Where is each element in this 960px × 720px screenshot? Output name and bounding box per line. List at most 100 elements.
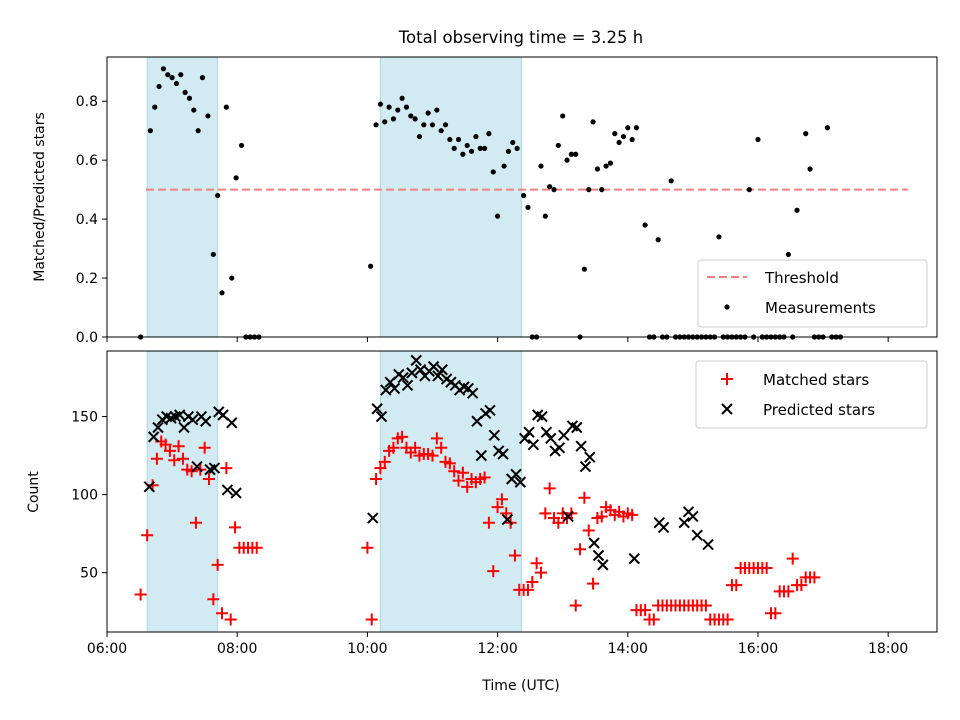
- top-y-tick-label: 0.6: [76, 153, 98, 169]
- top-frame: [106, 56, 938, 338]
- matched-star-point: [168, 454, 181, 467]
- measurement-point: [386, 104, 392, 110]
- top-axes: 0.0 0.2 0.4 0.6 0.8: [76, 56, 938, 346]
- matched-star-point: [552, 516, 565, 529]
- measurement-point: [408, 113, 414, 119]
- measurement-point: [156, 83, 162, 90]
- matched-star-point: [185, 465, 198, 478]
- measurement-point: [794, 207, 800, 213]
- bottom-y-tick-label: 150: [71, 410, 98, 426]
- predicted-star-point: [375, 410, 388, 423]
- predicted-star-point: [484, 404, 496, 417]
- matched-star-point: [211, 558, 224, 571]
- measurement-point: [210, 251, 216, 258]
- measurement-point: [525, 204, 531, 210]
- bottom-shaded-intervals: [146, 350, 522, 633]
- predicted-star-point: [143, 481, 156, 493]
- measurement-point: [521, 192, 527, 199]
- predicted-star-point: [173, 409, 186, 421]
- measurement-point: [147, 128, 153, 134]
- predicted-star-point: [380, 384, 392, 396]
- predicted-star-point: [191, 460, 203, 473]
- bottom-legend: Matched stars Predicted stars: [695, 360, 928, 429]
- predicted-star-point: [579, 460, 592, 473]
- matched-star-point: [626, 508, 639, 521]
- bottom-x-tick-label: 12:00: [477, 641, 517, 657]
- matched-star-point: [141, 529, 154, 542]
- matched-star-point: [482, 516, 495, 529]
- matched-star-point: [760, 561, 773, 574]
- predicted-star-point: [501, 513, 514, 526]
- matched-star-point: [172, 440, 185, 453]
- matched-star-point: [189, 516, 202, 529]
- measurement-point: [199, 75, 206, 81]
- predicted-star-point: [466, 387, 479, 399]
- predicted-star-point: [230, 487, 242, 499]
- predicted-star-point: [208, 462, 221, 474]
- matched-star-point: [207, 593, 220, 606]
- predicted-star-point: [147, 431, 160, 443]
- measurement-point: [416, 133, 423, 140]
- bottom-x-tick-label: 10:00: [347, 641, 387, 657]
- matched-star-point: [595, 510, 608, 523]
- predicted-star-point: [401, 379, 414, 392]
- measurement-point: [560, 113, 566, 119]
- legend-measurements-swatch: [724, 304, 730, 310]
- legend-threshold-label: Threshold: [764, 269, 839, 287]
- measurement-point: [573, 151, 579, 157]
- bottom-y-axis-label: Count: [26, 471, 42, 513]
- top-y-tick-label: 0.4: [76, 212, 98, 228]
- predicted-star-point: [367, 512, 379, 524]
- matched-star-point: [220, 462, 233, 475]
- predicted-star-point: [200, 415, 212, 427]
- measurement-point: [468, 148, 475, 154]
- measurement-point: [403, 104, 410, 110]
- predicted-star-point: [410, 354, 422, 367]
- predicted-star-point: [545, 432, 557, 445]
- measurement-point: [412, 116, 418, 122]
- bottom-legend-box: [695, 360, 928, 429]
- measurement-point: [447, 136, 453, 143]
- matched-star-point: [487, 565, 500, 578]
- matched-star-point: [721, 613, 734, 626]
- measurement-point: [629, 136, 635, 143]
- matched-star-point: [426, 449, 439, 462]
- matched-star-point: [224, 613, 237, 626]
- matched-star-point: [647, 613, 660, 626]
- matched-star-point: [250, 541, 263, 554]
- measurement-point: [551, 187, 557, 193]
- measurement-point: [233, 175, 239, 181]
- predicted-star-point: [592, 549, 605, 562]
- predicted-star-point: [187, 413, 199, 426]
- measurement-point: [620, 133, 627, 140]
- predicted-star-point: [371, 403, 383, 415]
- matched-star-point: [543, 482, 556, 495]
- matched-star-point: [539, 507, 552, 520]
- matched-star-point: [582, 524, 595, 537]
- matched-star-point: [387, 441, 400, 454]
- measurement-point: [464, 142, 470, 149]
- measurement-point: [642, 222, 648, 228]
- predicted-star-point: [432, 370, 444, 382]
- bottom-y-tick-label: 100: [71, 488, 98, 504]
- matched-star-point: [508, 549, 521, 562]
- count-series: [134, 354, 821, 626]
- legend-predicted-swatch: [721, 403, 733, 415]
- matched-star-point: [365, 613, 378, 626]
- measurement-point: [568, 151, 574, 157]
- measurement-point: [395, 107, 401, 113]
- top-y-tick-label: 0.0: [76, 330, 98, 346]
- matched-star-point: [587, 577, 600, 590]
- predicted-star-point: [488, 429, 501, 442]
- matched-star-point: [176, 452, 189, 465]
- predicted-star-point: [497, 448, 509, 460]
- measurement-point: [755, 136, 761, 143]
- matched-star-point: [409, 441, 422, 454]
- measurement-point: [160, 66, 167, 72]
- bottom-x-tick-label: 14:00: [608, 641, 648, 657]
- bottom-panel-counts: 06:00 08:00 10:00 12:00 14:00 16:00 18:00 50 100…: [26, 350, 938, 694]
- predicted-star-point: [414, 364, 427, 376]
- measurement-point: [477, 145, 483, 151]
- predicted-star-point: [221, 484, 234, 496]
- matched-star-point: [435, 441, 448, 454]
